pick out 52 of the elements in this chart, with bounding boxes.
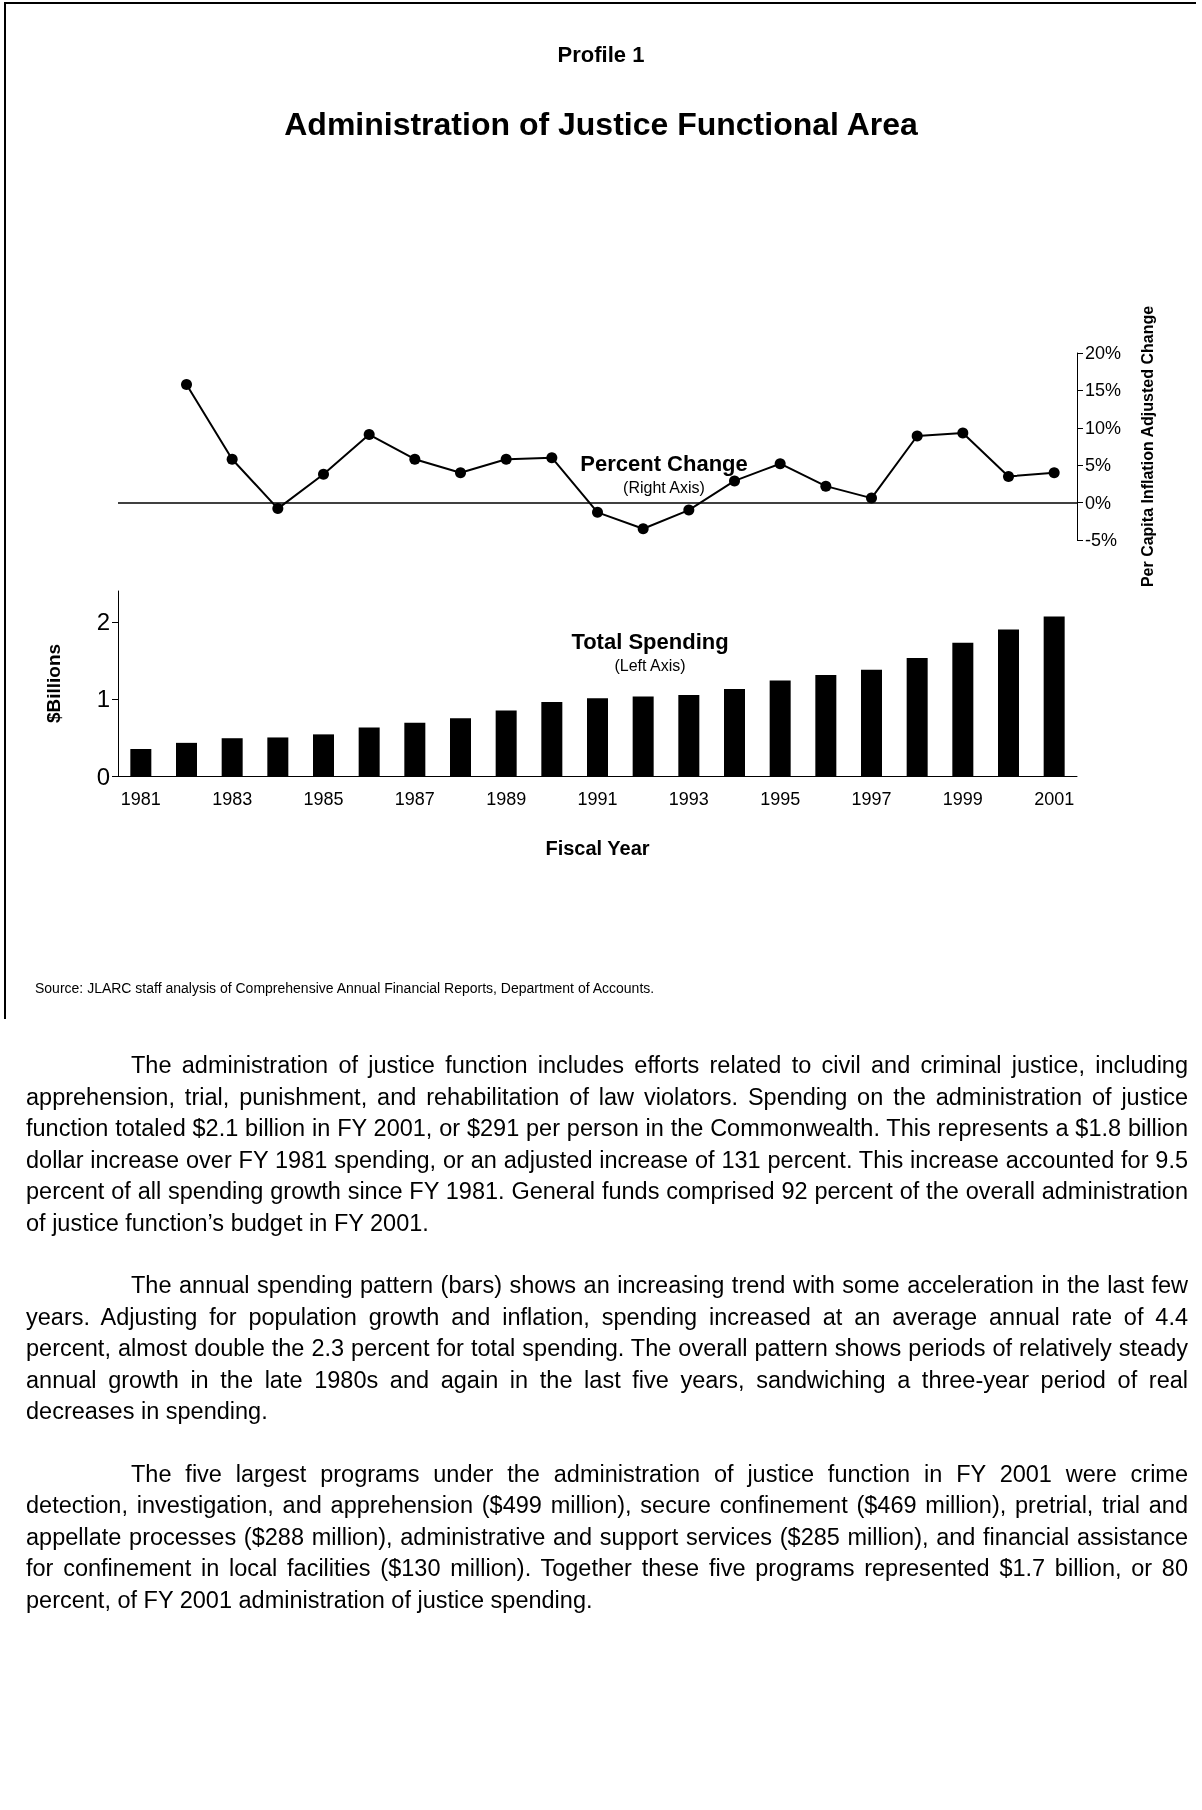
point (181, 378, 192, 390)
x-tick-label: 2001 (1034, 789, 1075, 809)
point (272, 503, 284, 515)
annotation: (Left Axis) (614, 656, 686, 674)
x-tick-label: 1981 (120, 789, 161, 809)
point (546, 452, 558, 464)
x-tick-label: 1987 (394, 789, 435, 809)
point (729, 475, 740, 487)
point (774, 458, 786, 470)
x-tick-label: 1995 (760, 789, 801, 809)
x-axis-title: Fiscal Year (545, 837, 650, 859)
chart-title: Administration of Justice Functional Area (284, 106, 918, 142)
point (637, 523, 649, 535)
series-label: Percent Change (580, 450, 748, 476)
annotation: (Right Axis) (623, 478, 705, 496)
y-tick-label: 0% (1085, 492, 1112, 513)
point (957, 427, 969, 439)
y-tick-label: 10% (1085, 417, 1122, 438)
point (409, 453, 421, 465)
x-tick-label: 1993 (668, 789, 709, 809)
y-tick-label: -5% (1085, 530, 1118, 550)
y-axis-title: $Billions (43, 643, 64, 724)
x-tick-label: 1985 (303, 789, 344, 809)
point (592, 506, 603, 518)
x-tick-label: 1989 (486, 789, 527, 809)
point (363, 429, 375, 441)
point (683, 504, 695, 516)
source-note: Source: JLARC staff analysis of Comprehensive Annual Financial Reports, Department of Accounts. (35, 980, 655, 996)
series-label: Total Spending (571, 628, 729, 654)
point (1048, 467, 1060, 479)
text: The annual spending pattern (bars) shows an increasing trend with some acceleration in the last few years. Adjusting for population growth and inflation, spending increased at an average annual rate of 4.4 percent, almost double the 2.3 percent for total spending. The overall pattern shows periods of relatively steady annual growth in the late 1980s and again in the last five years, sandwiching a three-year period of real decreases in spending. (26, 1271, 1188, 1426)
point (455, 467, 466, 479)
y-tick-label: 0 (96, 762, 110, 790)
y-axis-title: Per Capita Inflation Adjusted Change (1138, 305, 1156, 588)
x-tick-label: 1983 (212, 789, 253, 809)
y-tick-label: 5% (1085, 455, 1112, 476)
x-tick-label: 1999 (942, 789, 983, 809)
y-tick-label: 15% (1085, 380, 1122, 401)
x-tick-label: 1991 (577, 789, 618, 809)
chart-subtitle: Profile 1 (557, 41, 645, 67)
point (1003, 470, 1014, 482)
point (226, 453, 238, 465)
y-tick-label: 20% (1085, 343, 1122, 363)
y-tick-label: 2 (96, 608, 110, 636)
y-tick-label: 1 (96, 685, 110, 713)
point (820, 480, 832, 492)
point (911, 430, 923, 442)
text: The administration of justice function includes efforts related to civil and criminal justice, including apprehension, trial, punishment, and rehabilitation of law violators. Spending on the administration of justice function totaled $2.1 billion in FY 2001, or $291 per person in the Commonwealth. This represents a $1.8 billion dollar increase over FY 1981 spending, or an adjusted increase of 131 percent. This increase accounted for 9.5 percent of all spending growth since FY 1981. General funds comprised 92 percent of the overall administration of justice function’s budget in FY 2001. (26, 1051, 1188, 1238)
x-tick-label: 1997 (851, 789, 892, 809)
text: The five largest programs under the administration of justice function in FY 2001 were crime detection, investigation, and apprehension ($499 million), secure confinement ($469 million), pretrial, trial and appellate processes ($288 million), administrative and support services ($285 million), and financial assistance for confinement in local facilities ($130 million). Together these five programs represented $1.7 billion, or 80 percent, of FY 2001 administration of justice spending. (26, 1459, 1188, 1615)
point (318, 468, 329, 480)
point (500, 453, 512, 465)
